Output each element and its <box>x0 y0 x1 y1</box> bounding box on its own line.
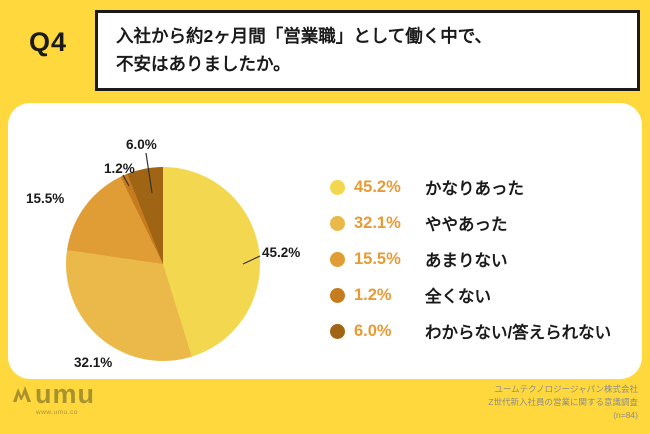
umu-logo-text: umu <box>35 379 95 409</box>
legend-label: ややあった <box>425 216 508 234</box>
pie-value-label-wakaranai: 6.0% <box>126 137 157 152</box>
umu-logo-icon <box>12 385 32 408</box>
legend-percent: 6.0% <box>354 321 392 340</box>
question-number: Q4 <box>29 27 68 57</box>
pie-value-label-mattaku-nai: 1.2% <box>104 161 135 176</box>
citation-company: ユームテクノロジージャパン株式会社 <box>494 384 638 394</box>
legend-dot <box>330 215 345 231</box>
legend-dot <box>330 179 345 195</box>
question-line-2: 不安はありましたか。 <box>116 54 291 75</box>
pie-value-label-yaya-atta: 32.1% <box>74 355 113 370</box>
legend-item: 15.5% あまりない <box>330 241 611 277</box>
legend-item: 45.2% かなりあった <box>330 169 611 205</box>
umu-logo-url: www.umu.co <box>36 409 78 416</box>
legend-label: あまりない <box>425 252 508 270</box>
umu-logo: umu www.umu.co <box>12 381 95 416</box>
pie-value-label-kanari-atta: 45.2% <box>262 245 301 260</box>
pie-chart <box>66 167 260 361</box>
chart-panel: 45.2% 32.1% 15.5% 1.2% 6.0% 45.2% かなりあった… <box>8 103 642 379</box>
legend-dot <box>330 323 345 339</box>
legend-item: 1.2% 全くない <box>330 277 611 313</box>
legend-label: かなりあった <box>425 180 524 198</box>
legend-percent: 45.2% <box>354 177 401 196</box>
question-line-1: 入社から約2ヶ月間「営業職」として働く中で、 <box>116 26 493 46</box>
legend-percent: 15.5% <box>354 249 401 268</box>
legend-label: 全くない <box>425 288 491 306</box>
chart-legend: 45.2% かなりあった 32.1% ややあった 15.5% あまりない 1.2… <box>330 169 611 349</box>
legend-dot <box>330 287 345 303</box>
legend-item: 32.1% ややあった <box>330 205 611 241</box>
source-citation: ユームテクノロジージャパン株式会社 Z世代新入社員の営業に関する意識調査 (n=… <box>488 383 638 423</box>
citation-sample-size: (n=84) <box>613 410 638 421</box>
legend-percent: 1.2% <box>354 285 392 304</box>
legend-dot <box>330 251 345 267</box>
pie-value-label-amari-nai: 15.5% <box>26 191 65 206</box>
legend-item: 6.0% わからない/答えられない <box>330 313 611 349</box>
legend-label: わからない/答えられない <box>425 324 612 342</box>
citation-survey: Z世代新入社員の営業に関する意識調査 <box>488 397 638 408</box>
question-box: 入社から約2ヶ月間「営業職」として働く中で、 不安はありましたか。 <box>95 10 640 91</box>
legend-percent: 32.1% <box>354 213 401 232</box>
